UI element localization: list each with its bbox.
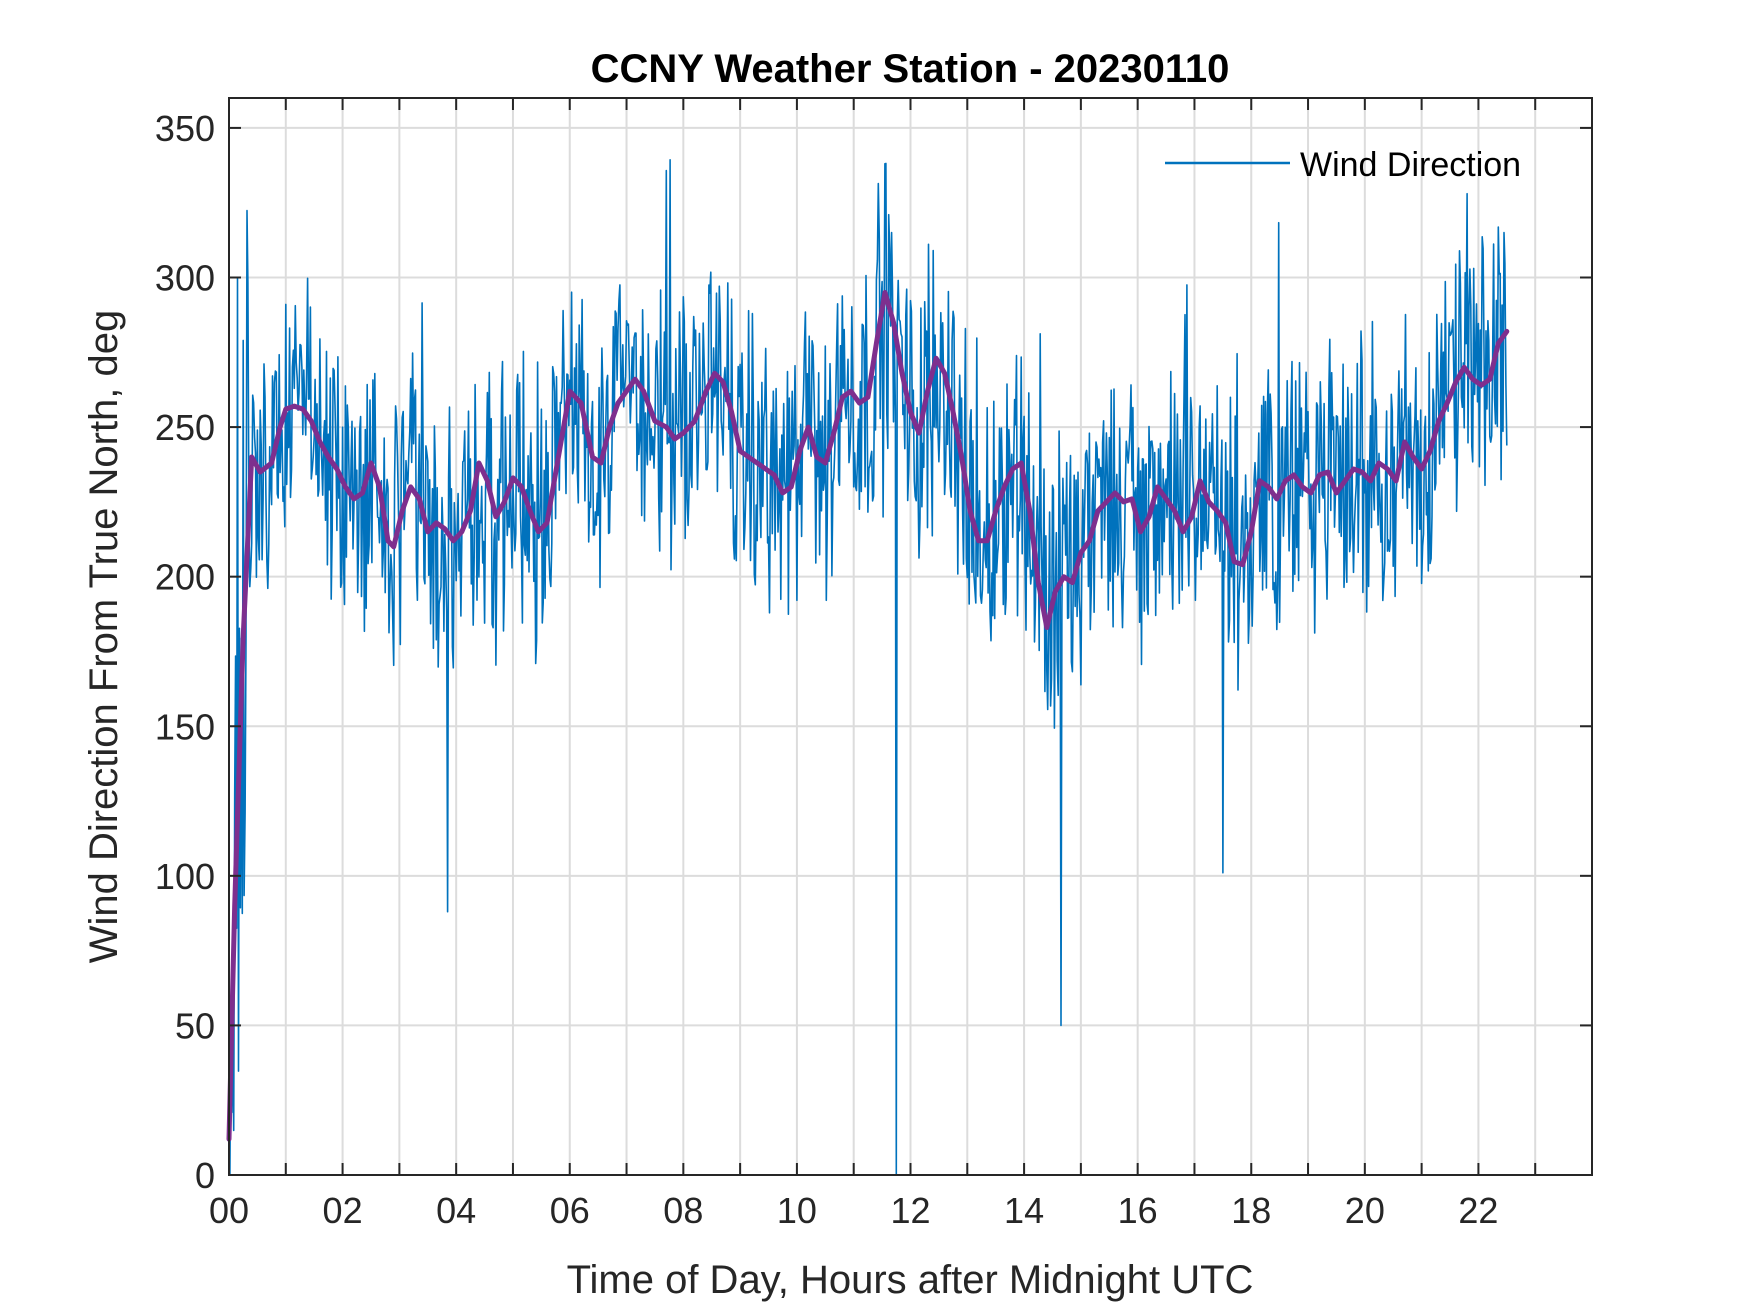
moving-average-series	[226, 290, 1510, 1142]
x-tick-label: 22	[1458, 1190, 1498, 1231]
wind-direction-series	[228, 159, 1508, 1176]
y-tick-label: 150	[155, 706, 215, 747]
x-tick-label: 08	[663, 1190, 703, 1231]
y-tick-label: 300	[155, 258, 215, 299]
x-tick-label: 04	[436, 1190, 476, 1231]
x-tick-labels: 00 02 04 06 08 10 12 14 16 18 20 22	[209, 1190, 1498, 1231]
y-tick-label: 0	[195, 1155, 215, 1196]
x-tick-label: 02	[323, 1190, 363, 1231]
wind-direction-line	[228, 159, 1508, 1176]
x-tick-label: 10	[777, 1190, 817, 1231]
y-tick-label: 350	[155, 108, 215, 149]
legend: Wind Direction	[1165, 146, 1521, 184]
x-tick-label: 06	[550, 1190, 590, 1231]
x-tick-label: 12	[890, 1190, 930, 1231]
x-axis-title: Time of Day, Hours after Midnight UTC	[567, 1258, 1254, 1302]
x-tick-label: 20	[1345, 1190, 1385, 1231]
axis-ticks	[228, 98, 1592, 1176]
x-tick-label: 14	[1004, 1190, 1044, 1231]
y-tick-labels: 0 50 100 150 200 250 300 350	[155, 108, 215, 1196]
legend-label: Wind Direction	[1300, 146, 1521, 184]
y-tick-label: 200	[155, 557, 215, 598]
chart-title: CCNY Weather Station - 20230110	[591, 47, 1230, 91]
x-tick-label: 00	[209, 1190, 249, 1231]
x-tick-label: 16	[1118, 1190, 1158, 1231]
y-tick-label: 250	[155, 407, 215, 448]
y-axis-title: Wind Direction From True North, deg	[82, 310, 126, 964]
moving-average-line	[226, 290, 1510, 1142]
x-tick-label: 18	[1231, 1190, 1271, 1231]
y-tick-label: 50	[175, 1005, 215, 1046]
y-tick-label: 100	[155, 856, 215, 897]
